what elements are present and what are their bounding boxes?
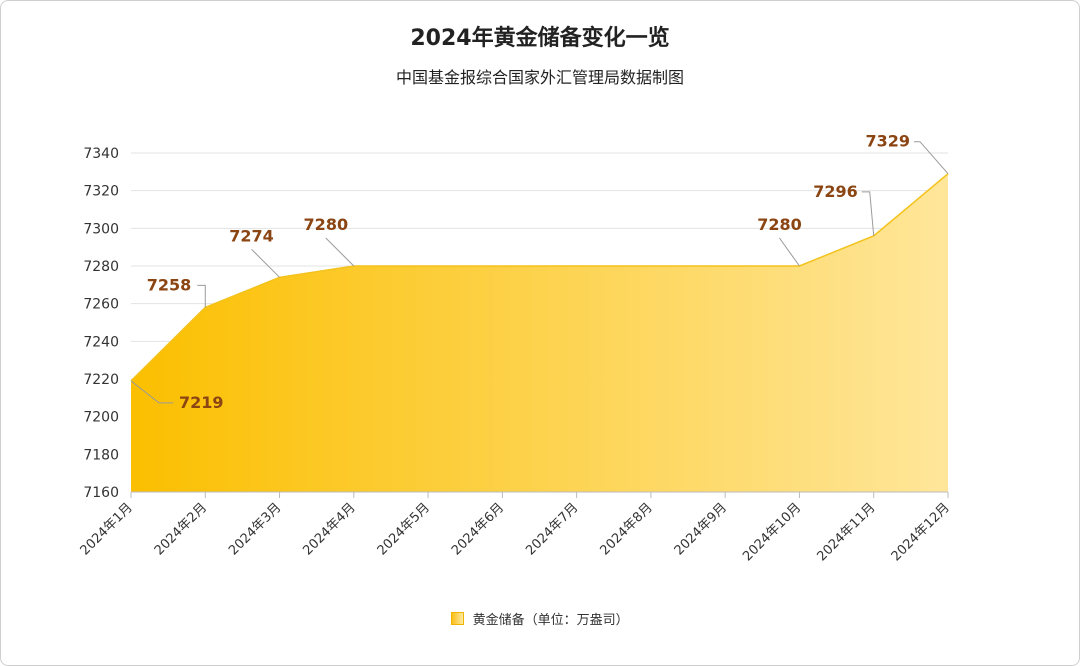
legend-label: 黄金储备（单位：万盎司） <box>472 613 629 628</box>
y-tick-label: 7200 <box>83 410 119 426</box>
y-tick-label: 7180 <box>83 447 119 463</box>
chart-legend[interactable]: 黄金储备（单位：万盎司） <box>0 609 1080 628</box>
y-tick-label: 7280 <box>83 259 119 275</box>
data-label: 7258 <box>147 275 192 294</box>
data-label: 7280 <box>757 215 802 234</box>
data-label-leader <box>779 237 800 267</box>
y-tick-label: 7240 <box>83 334 119 350</box>
x-tick-label: 2024年2月 <box>152 500 210 558</box>
x-tick-label: 2024年10月 <box>740 500 804 564</box>
data-label: 7329 <box>865 132 910 151</box>
data-label-leader <box>325 237 355 267</box>
y-tick-label: 7300 <box>83 221 119 237</box>
data-label: 7296 <box>813 182 858 201</box>
y-tick-label: 7320 <box>83 184 119 200</box>
x-tick-label: 2024年12月 <box>889 500 953 564</box>
x-tick-label: 2024年1月 <box>78 500 136 558</box>
legend-swatch <box>451 612 465 625</box>
data-label-leader <box>914 141 949 175</box>
chart-subtitle: 中国基金报综合国家外汇管理局数据制图 <box>395 68 684 87</box>
data-label: 7280 <box>304 215 349 234</box>
data-label-leader <box>130 380 173 404</box>
x-tick-label: 2024年3月 <box>226 500 284 558</box>
data-label-leader <box>251 248 280 278</box>
x-tick-label: 2024年4月 <box>300 500 358 558</box>
data-label-leader <box>197 284 206 308</box>
series-area <box>131 173 948 492</box>
x-tick-label: 2024年9月 <box>672 500 730 558</box>
x-tick-label: 2024年7月 <box>523 500 581 558</box>
data-label: 7219 <box>179 393 224 412</box>
x-tick-label: 2024年11月 <box>814 500 878 564</box>
data-label-leader <box>861 191 875 236</box>
x-tick-label: 2024年5月 <box>375 500 433 558</box>
y-tick-label: 7340 <box>83 146 119 162</box>
y-tick-label: 7220 <box>83 372 119 388</box>
chart-title: 2024年黄金储备变化一览 <box>410 26 670 51</box>
x-tick-label: 2024年6月 <box>449 500 507 558</box>
y-tick-label: 7260 <box>83 297 119 313</box>
x-tick-label: 2024年8月 <box>598 500 656 558</box>
series-line <box>130 173 949 382</box>
y-tick-label: 7160 <box>83 485 119 501</box>
data-label: 7274 <box>229 226 274 245</box>
